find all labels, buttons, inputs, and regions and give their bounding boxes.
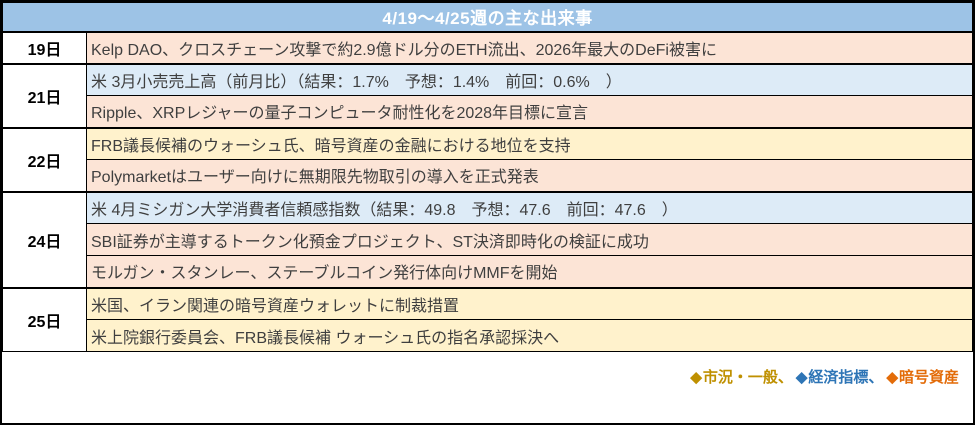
event-cell: SBI証券が主導するトークン化預金プロジェクト、ST決済即時化の検証に成功	[86, 223, 973, 256]
diamond-icon: ◆	[795, 369, 808, 386]
legend-item-label: 経済指標、	[808, 369, 884, 386]
diamond-icon: ◆	[886, 369, 898, 386]
event-cell: Kelp DAO、クロスチェーン攻撃で約2.9億ドル分のETH流出、2026年最…	[86, 30, 973, 64]
table-row: 25日 米国、イラン関連の暗号資産ウォレットに制裁措置	[2, 286, 973, 352]
table-title: 4/19～4/25週の主な出来事	[2, 2, 973, 33]
legend-item-market-general: ◆市況・一般、	[690, 369, 793, 386]
table-row: 21日 米 3月小売売上高（前月比）（結果：1.7% 予想：1.4% 前回：0.…	[2, 62, 973, 128]
event-cell: 米国、イラン関連の暗号資産ウォレットに制裁措置	[86, 286, 973, 320]
event-cell: 米 3月小売売上高（前月比）（結果：1.7% 予想：1.4% 前回：0.6% ）	[86, 62, 973, 96]
event-cell: モルガン・スタンレー、ステーブルコイン発行体向けMMFを開始	[86, 255, 973, 288]
table-row: 米上院銀行委員会、FRB議長候補 ウォーシュ氏の指名承認採決へ	[3, 319, 973, 352]
event-cell: 米 4月ミシガン大学消費者信頼感指数（結果：49.8 予想：47.6 前回：47…	[86, 190, 973, 224]
table-header-row: 4/19～4/25週の主な出来事	[2, 2, 973, 33]
date-cell: 24日	[2, 190, 87, 288]
date-cell: 25日	[2, 286, 87, 352]
table-row: Ripple、XRPレジャーの量子コンピュータ耐性化を2028年目標に宣言	[3, 95, 973, 128]
table-row: 19日 Kelp DAO、クロスチェーン攻撃で約2.9億ドル分のETH流出、20…	[2, 30, 973, 64]
legend-item-label: 市況・一般、	[702, 369, 793, 386]
events-table: 4/19～4/25週の主な出来事 19日 Kelp DAO、クロスチェーン攻撃で…	[2, 2, 973, 352]
date-cell: 19日	[2, 30, 87, 64]
diamond-icon: ◆	[690, 369, 702, 386]
table-row: モルガン・スタンレー、ステーブルコイン発行体向けMMFを開始	[3, 255, 973, 288]
event-cell: Polymarketはユーザー向けに無期限先物取引の導入を正式発表	[86, 159, 973, 192]
event-cell: 米上院銀行委員会、FRB議長候補 ウォーシュ氏の指名承認採決へ	[86, 319, 973, 352]
event-cell: FRB議長候補のウォーシュ氏、暗号資産の金融における地位を支持	[86, 126, 973, 160]
table-row: 22日 FRB議長候補のウォーシュ氏、暗号資産の金融における地位を支持	[2, 126, 973, 192]
legend-item-label: 暗号資産	[898, 369, 959, 386]
date-cell: 22日	[2, 126, 87, 192]
table-row: Polymarketはユーザー向けに無期限先物取引の導入を正式発表	[3, 159, 973, 192]
category-legend: ◆市況・一般、 ◆経済指標、 ◆暗号資産	[687, 366, 959, 387]
table-row: SBI証券が主導するトークン化預金プロジェクト、ST決済即時化の検証に成功	[3, 223, 973, 256]
event-cell: Ripple、XRPレジャーの量子コンピュータ耐性化を2028年目標に宣言	[86, 95, 973, 128]
legend-item-crypto-asset: ◆暗号資産	[886, 369, 959, 386]
date-cell: 21日	[2, 62, 87, 128]
table-row: 24日 米 4月ミシガン大学消費者信頼感指数（結果：49.8 予想：47.6 前…	[2, 190, 973, 288]
legend-item-economic-indicator: ◆経済指標、	[796, 369, 884, 386]
